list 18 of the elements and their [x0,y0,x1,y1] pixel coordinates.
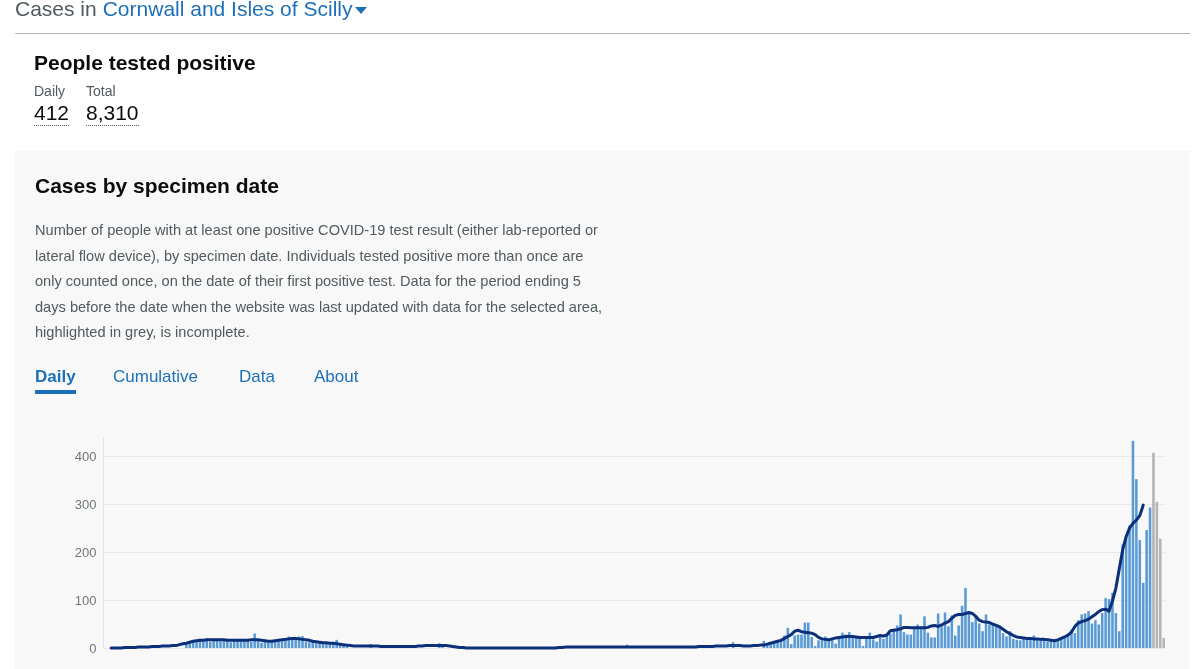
y-tick-label: 0 [89,640,97,656]
y-tick-label: 400 [74,448,97,464]
text: Daily [35,367,76,394]
y-tick-label: 200 [74,544,97,560]
text: About [314,367,359,387]
text: Cornwall and Isles of Scilly [102,0,353,21]
text: 8,310 [86,101,139,126]
text: People tested positive [34,50,256,75]
chart-title: Cases by specimen date [35,173,279,198]
chart-subtitle: Number of people with at least one positive COVID-19 test result (either lab-reported or lateral flow device), by specimen date. Individuals tested positive more than once are only counted once, on the date of their first positive test. Data for the period ending 5 days before the date when the website was last updated with data for the selected area, highlighted in grey, is incomplete. [35,221,604,343]
text: Data [239,367,275,387]
text: Total [86,83,116,100]
text: Daily [34,83,66,100]
text: Cases in [15,0,97,21]
y-tick-label: 100 [74,592,97,608]
y-tick-label: 300 [74,496,97,512]
text: Cumulative [113,367,199,387]
text: 412 [34,101,70,126]
